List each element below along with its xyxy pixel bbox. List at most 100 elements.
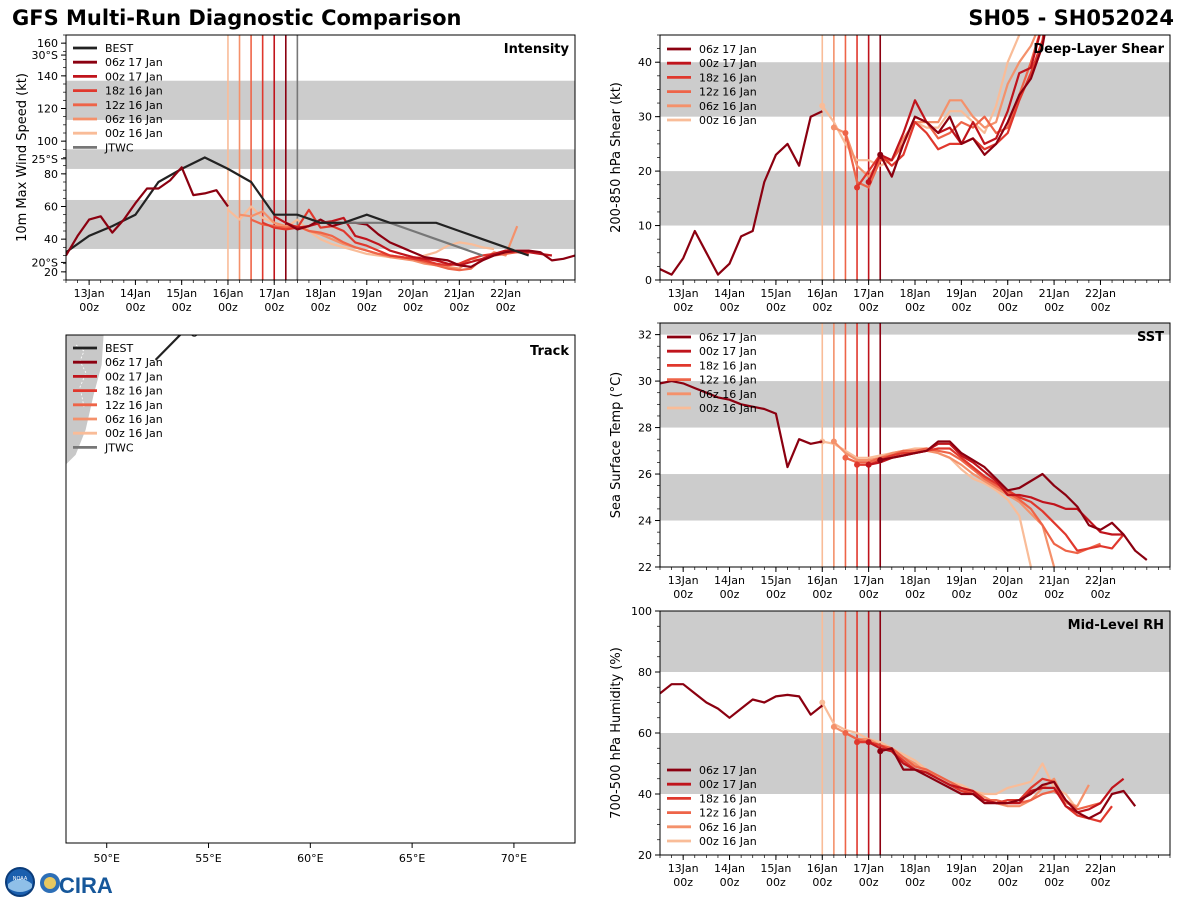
rh-xtick-label: 19Jan bbox=[946, 862, 977, 875]
track-legend-label: 00z 16 Jan bbox=[105, 427, 163, 440]
track-legend-label: 00z 17 Jan bbox=[105, 370, 163, 383]
landmass-madagascar bbox=[66, 335, 105, 466]
shear-legend-label: 00z 16 Jan bbox=[699, 114, 757, 127]
sst-series-start-point bbox=[877, 457, 884, 464]
track-point bbox=[344, 68, 351, 75]
intensity-xtick-hour: 00z bbox=[403, 301, 423, 314]
sst-ytick-label: 30 bbox=[638, 375, 652, 388]
intensity-legend-label: 00z 16 Jan bbox=[105, 127, 163, 140]
track-legend-label: 12z 16 Jan bbox=[105, 399, 163, 412]
shear-ytick-label: 40 bbox=[638, 56, 652, 69]
rh-xtick-hour: 00z bbox=[998, 876, 1018, 889]
intensity-panel: 2040608010012014016013Jan00z14Jan00z15Ja… bbox=[15, 34, 576, 314]
rh-series-start-point bbox=[830, 723, 837, 730]
rh-xtick-hour: 00z bbox=[673, 876, 693, 889]
shear-xtick-label: 14Jan bbox=[714, 287, 745, 300]
sst-legend-label: 12z 16 Jan bbox=[699, 374, 757, 387]
landmass-mauritius bbox=[256, 255, 262, 261]
shear-xtick-hour: 00z bbox=[812, 301, 832, 314]
shear-xtick-hour: 00z bbox=[1044, 301, 1064, 314]
sst-plot-area bbox=[660, 323, 1170, 567]
shear-plot-area bbox=[660, 35, 1170, 280]
intensity-ytick-label: 160 bbox=[37, 37, 58, 50]
intensity-xtick-hour: 00z bbox=[496, 301, 516, 314]
shear-xtick-label: 13Jan bbox=[668, 287, 699, 300]
shear-legend-label: 12z 16 Jan bbox=[699, 86, 757, 99]
sst-series-start-point bbox=[842, 454, 849, 461]
shear-series-00z-16-Jan bbox=[821, 35, 1021, 167]
rh-xtick-label: 15Jan bbox=[760, 862, 791, 875]
sst-band bbox=[660, 323, 1170, 335]
track-panel: 50°E55°E60°E65°E70°E20°S25°S30°S35°S40°S… bbox=[32, 0, 576, 865]
track-point bbox=[287, 73, 294, 80]
sst-xtick-hour: 00z bbox=[766, 588, 786, 601]
track-xtick-label: 65°E bbox=[399, 852, 425, 865]
sst-legend-label: 06z 16 Jan bbox=[699, 388, 757, 401]
track-xtick-label: 55°E bbox=[195, 852, 221, 865]
intensity-xtick-label: 20Jan bbox=[398, 287, 429, 300]
shear-legend-label: 00z 17 Jan bbox=[699, 57, 757, 70]
rh-title: Mid-Level RH bbox=[1068, 618, 1164, 633]
rh-xtick-label: 18Jan bbox=[900, 862, 931, 875]
sst-ylabel: Sea Surface Temp (°C) bbox=[609, 372, 624, 519]
sst-xtick-hour: 00z bbox=[951, 588, 971, 601]
sst-panel: 22242628303213Jan00z14Jan00z15Jan00z16Ja… bbox=[609, 322, 1171, 601]
shear-series-start-point bbox=[854, 184, 861, 191]
sst-series-06z-16-Jan bbox=[833, 440, 1056, 567]
intensity-legend-label: 18z 16 Jan bbox=[105, 85, 163, 98]
rh-series-analysis bbox=[660, 683, 823, 719]
sst-xtick-label: 17Jan bbox=[853, 574, 884, 587]
shear-series-18z-16-Jan bbox=[856, 35, 1045, 189]
rh-legend-label: 00z 17 Jan bbox=[699, 778, 757, 791]
track-title: Track bbox=[530, 344, 569, 359]
sst-xtick-hour: 00z bbox=[859, 588, 879, 601]
sst-xtick-hour: 00z bbox=[812, 588, 832, 601]
sst-xtick-hour: 00z bbox=[720, 588, 740, 601]
intensity-plot-area bbox=[66, 35, 575, 280]
rh-ytick-label: 80 bbox=[638, 666, 652, 679]
rh-ylabel: 700-500 hPa Humidity (%) bbox=[609, 647, 624, 819]
intensity-xtick-hour: 00z bbox=[172, 301, 192, 314]
sst-series-start-point bbox=[830, 438, 837, 445]
sst-xtick-label: 19Jan bbox=[946, 574, 977, 587]
shear-series-analysis bbox=[660, 110, 823, 276]
track-xtick-label: 70°E bbox=[501, 852, 527, 865]
shear-xtick-hour: 00z bbox=[998, 301, 1018, 314]
intensity-xtick-label: 15Jan bbox=[166, 287, 197, 300]
track-ytick-label: 30°S bbox=[32, 49, 58, 62]
track-point bbox=[358, 0, 365, 2]
shear-title: Deep-Layer Shear bbox=[1033, 42, 1164, 57]
rh-xtick-hour: 00z bbox=[951, 876, 971, 889]
shear-series-06z-17-Jan bbox=[879, 35, 1046, 178]
shear-xtick-label: 22Jan bbox=[1085, 287, 1116, 300]
rh-series-start-point bbox=[877, 748, 884, 755]
shear-series-start-point bbox=[819, 102, 826, 109]
track-legend-label: 06z 17 Jan bbox=[105, 356, 163, 369]
sst-ytick-label: 22 bbox=[638, 561, 652, 574]
track-point bbox=[380, 180, 387, 187]
rh-xtick-hour: 00z bbox=[859, 876, 879, 889]
shear-series-start-point bbox=[830, 124, 837, 131]
sst-series-06z-17-Jan bbox=[879, 440, 1148, 561]
intensity-legend-label: JTWC bbox=[104, 141, 134, 154]
rh-xtick-hour: 00z bbox=[1044, 876, 1064, 889]
sst-xtick-label: 14Jan bbox=[714, 574, 745, 587]
shear-xtick-label: 20Jan bbox=[992, 287, 1023, 300]
intensity-ytick-label: 140 bbox=[37, 70, 58, 83]
track-point bbox=[305, 191, 312, 198]
rh-series-06z-17-Jan bbox=[879, 747, 1137, 820]
rh-ytick-label: 60 bbox=[638, 727, 652, 740]
rh-xtick-hour: 00z bbox=[812, 876, 832, 889]
sst-xtick-hour: 00z bbox=[1044, 588, 1064, 601]
rh-series-start-point bbox=[819, 699, 826, 706]
intensity-title: Intensity bbox=[504, 42, 570, 57]
rh-panel: 2040608010013Jan00z14Jan00z15Jan00z16Jan… bbox=[609, 605, 1171, 889]
intensity-xtick-hour: 00z bbox=[126, 301, 146, 314]
intensity-series-best bbox=[66, 156, 530, 257]
intensity-xtick-hour: 00z bbox=[357, 301, 377, 314]
shear-xtick-label: 19Jan bbox=[946, 287, 977, 300]
noaa-logo-text: NOAA bbox=[13, 876, 28, 882]
intensity-xtick-label: 21Jan bbox=[444, 287, 475, 300]
intensity-legend-label: BEST bbox=[105, 42, 133, 55]
sst-xtick-label: 18Jan bbox=[900, 574, 931, 587]
